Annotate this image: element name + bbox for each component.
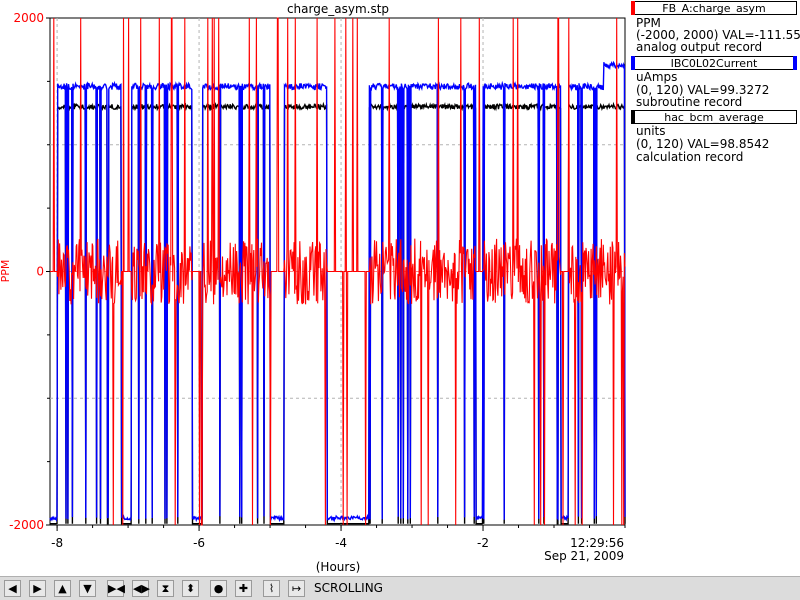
- legend-entry-3-record: calculation record: [636, 150, 744, 164]
- zoom-in-y-icon: ⧗: [161, 582, 170, 595]
- zoom-out-x-button[interactable]: ◀▶: [132, 580, 150, 597]
- y-axis-label: PPM: [0, 260, 12, 283]
- status-label: SCROLLING: [314, 581, 383, 595]
- crosshair-icon: ✚: [238, 582, 249, 595]
- x-tick-label: -2: [477, 536, 489, 550]
- series-line-charge-asym: [50, 17, 626, 526]
- arrow-left-button[interactable]: ◀: [4, 580, 21, 597]
- y-tick-label: 2000: [13, 11, 44, 25]
- zoom-out-y-icon: ⬍: [185, 582, 196, 595]
- legend-swatch-blue-right: [793, 56, 797, 70]
- legend-series-name: IBC0L02Current: [670, 57, 758, 70]
- arrow-up-button[interactable]: ▲: [54, 580, 71, 597]
- legend-entry-2-record: subroutine record: [636, 95, 743, 109]
- legend-entry-1-range: (-2000, 2000) VAL=-111.559: [636, 28, 800, 42]
- legend-entry-2-range: (0, 120) VAL=99.3272: [636, 83, 770, 97]
- legend-entry-3-range: (0, 120) VAL=98.8542: [636, 137, 770, 151]
- legend-series-name: hac_bcm_average: [664, 111, 764, 124]
- scroll-icon: ↦: [291, 582, 302, 595]
- zoom-out-y-button[interactable]: ⬍: [182, 580, 199, 597]
- arrow-down-button[interactable]: ▼: [79, 580, 96, 597]
- chart-canvas: charge_asym.stp 2000 0 -2000 -8 -6 -4 -2 PPM (…: [0, 2, 626, 574]
- target-button[interactable]: ●: [210, 580, 227, 597]
- arrow-down-icon: ▼: [83, 582, 92, 595]
- target-icon: ●: [213, 582, 224, 595]
- zoom-out-x-icon: ◀▶: [133, 582, 150, 595]
- end-time-label: 12:29:56: [570, 536, 624, 550]
- x-axis-label: (Hours): [316, 560, 361, 574]
- legend-swatch-red: [631, 1, 635, 15]
- autoscale-button[interactable]: ⌇: [263, 580, 280, 597]
- legend-entry-1-unit: PPM: [636, 16, 661, 30]
- axes: 2000 0 -2000 -8 -6 -4 -2: [9, 11, 626, 550]
- arrow-right-button[interactable]: ▶: [29, 580, 46, 597]
- x-tick-label: -8: [51, 536, 63, 550]
- series-line-ibc0l02current: [49, 60, 626, 523]
- autoscale-icon: ⌇: [268, 582, 275, 595]
- legend-series-name: FB_A:charge_asym: [662, 2, 766, 15]
- series-line-hac-bcm-average: [50, 101, 626, 525]
- y-tick-label: -2000: [9, 518, 44, 532]
- zoom-in-x-button[interactable]: ▶◀: [107, 580, 125, 597]
- arrow-right-icon: ▶: [33, 582, 42, 595]
- arrow-left-icon: ◀: [8, 582, 17, 595]
- legend-entry-3-name[interactable]: hac_bcm_average: [631, 110, 797, 124]
- legend-swatch-blue: [631, 56, 635, 70]
- arrow-up-icon: ▲: [58, 582, 67, 595]
- y-tick-label: 0: [36, 265, 44, 279]
- end-date-label: Sep 21, 2009: [544, 549, 624, 563]
- x-tick-label: -4: [335, 536, 347, 550]
- zoom-in-x-icon: ▶◀: [108, 582, 125, 595]
- legend-entry-1-name[interactable]: FB_A:charge_asym: [631, 1, 797, 15]
- toolbar: ◀ ▶ ▲ ▼ ▶◀ ◀▶ ⧗ ⬍ ● ✚ ⌇ ↦ SCROLLING: [0, 576, 800, 600]
- series-layer: [49, 17, 626, 526]
- scroll-button[interactable]: ↦: [288, 580, 305, 597]
- legend-entry-3-unit: units: [636, 124, 666, 138]
- crosshair-button[interactable]: ✚: [235, 580, 252, 597]
- legend-swatch-black: [631, 110, 635, 124]
- x-tick-label: -6: [193, 536, 205, 550]
- legend-entry-2-name[interactable]: IBC0L02Current: [631, 56, 797, 70]
- legend-entry-2-unit: uAmps: [636, 70, 678, 84]
- legend-entry-1-record: analog output record: [636, 40, 763, 54]
- zoom-in-y-button[interactable]: ⧗: [157, 580, 174, 597]
- chart-title: charge_asym.stp: [287, 2, 389, 16]
